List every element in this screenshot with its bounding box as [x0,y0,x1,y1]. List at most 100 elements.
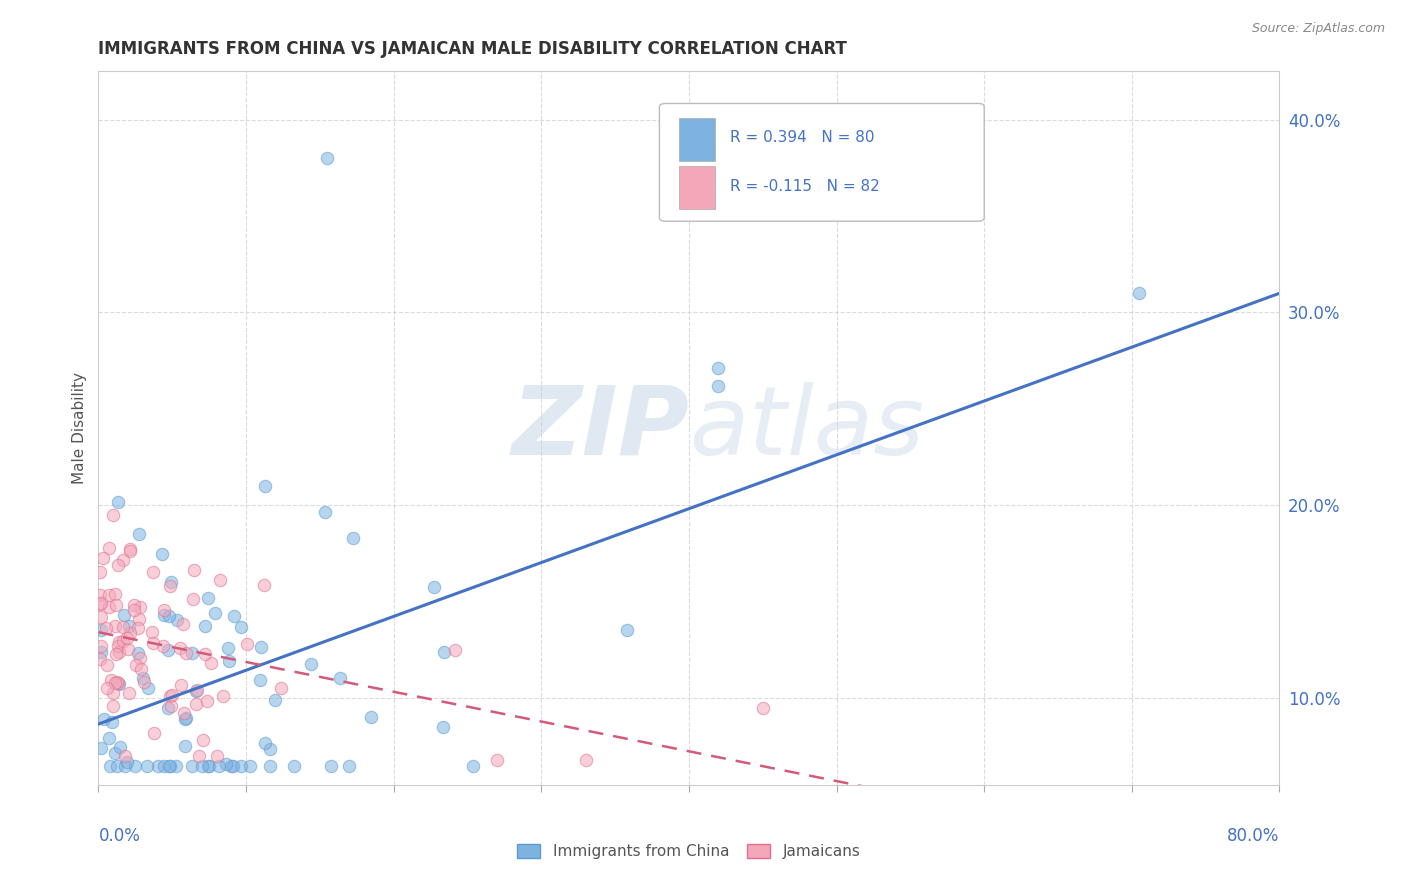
Point [360,710,382,724]
Point [90,741,112,756]
Point [128,527,150,541]
Point [208,758,231,772]
Point [194,648,217,662]
Point [166,613,188,627]
Point [112,553,135,567]
Point [90,645,112,659]
Point [132,675,155,690]
Point [91,550,114,565]
Point [101,699,124,714]
Point [231,758,253,772]
Point [115,632,138,646]
Point [173,706,195,720]
Point [152,602,174,616]
Point [299,657,322,672]
Point [165,758,187,772]
Point [263,693,285,707]
Point [157,608,180,623]
Point [432,720,454,734]
Text: 80.0%: 80.0% [1227,827,1279,845]
Point [283,758,305,772]
Point [486,753,509,767]
Point [205,749,228,764]
Point [156,643,179,657]
Point [253,577,276,591]
Point [117,641,139,656]
Point [118,686,141,700]
Point [217,641,239,656]
Point [89,597,111,611]
Point [105,758,128,772]
Point [120,544,142,558]
Text: R = 0.394   N = 80: R = 0.394 N = 80 [730,130,875,145]
Point [191,758,214,772]
Point [197,758,219,772]
Point [104,648,127,662]
Bar [679,118,714,161]
Point [221,758,243,772]
Point [100,673,122,687]
Point [150,548,173,562]
Point [117,755,139,769]
Point [172,617,194,632]
Point [616,623,638,637]
Point [124,758,146,772]
Point [707,378,730,392]
Point [270,681,292,695]
Point [103,508,125,522]
Point [89,565,111,579]
Point [107,640,129,654]
Point [212,689,235,703]
Point [112,607,135,622]
Point [104,619,127,633]
Point [337,758,360,772]
Point [141,625,163,640]
Point [194,619,217,633]
Point [209,573,232,587]
Text: IMMIGRANTS FROM CHINA VS JAMAICAN MALE DISABILITY CORRELATION CHART: IMMIGRANTS FROM CHINA VS JAMAICAN MALE D… [98,40,848,58]
Point [94,621,117,635]
Point [107,495,129,509]
Text: atlas: atlas [689,382,924,475]
Point [98,758,121,772]
Point [222,758,245,772]
Point [197,591,219,605]
Point [707,361,730,376]
Legend: Immigrants from China, Jamaicans: Immigrants from China, Jamaicans [517,845,860,859]
Point [342,532,364,546]
Point [129,662,152,676]
Point [107,644,129,658]
Point [125,658,148,673]
Point [184,684,207,698]
Point [128,612,150,626]
Point [200,656,222,670]
Point [142,636,165,650]
Point [187,749,209,764]
Point [152,758,174,772]
Point [176,711,198,725]
Point [152,607,174,622]
Point [127,646,149,660]
Point [186,682,208,697]
Point [104,675,127,690]
Point [181,646,204,660]
Point [111,633,134,648]
Point [239,758,262,772]
Point [1128,286,1150,301]
Point [249,673,271,687]
Point [122,602,145,616]
Point [253,479,276,493]
Point [316,151,339,165]
FancyBboxPatch shape [659,103,984,221]
Point [159,689,181,703]
Point [90,623,112,637]
Point [157,758,180,772]
Point [159,758,181,772]
Point [159,579,181,593]
Point [122,598,145,612]
Point [174,646,197,660]
Point [112,620,135,634]
Point [314,504,336,518]
Point [118,541,141,556]
Point [222,608,245,623]
